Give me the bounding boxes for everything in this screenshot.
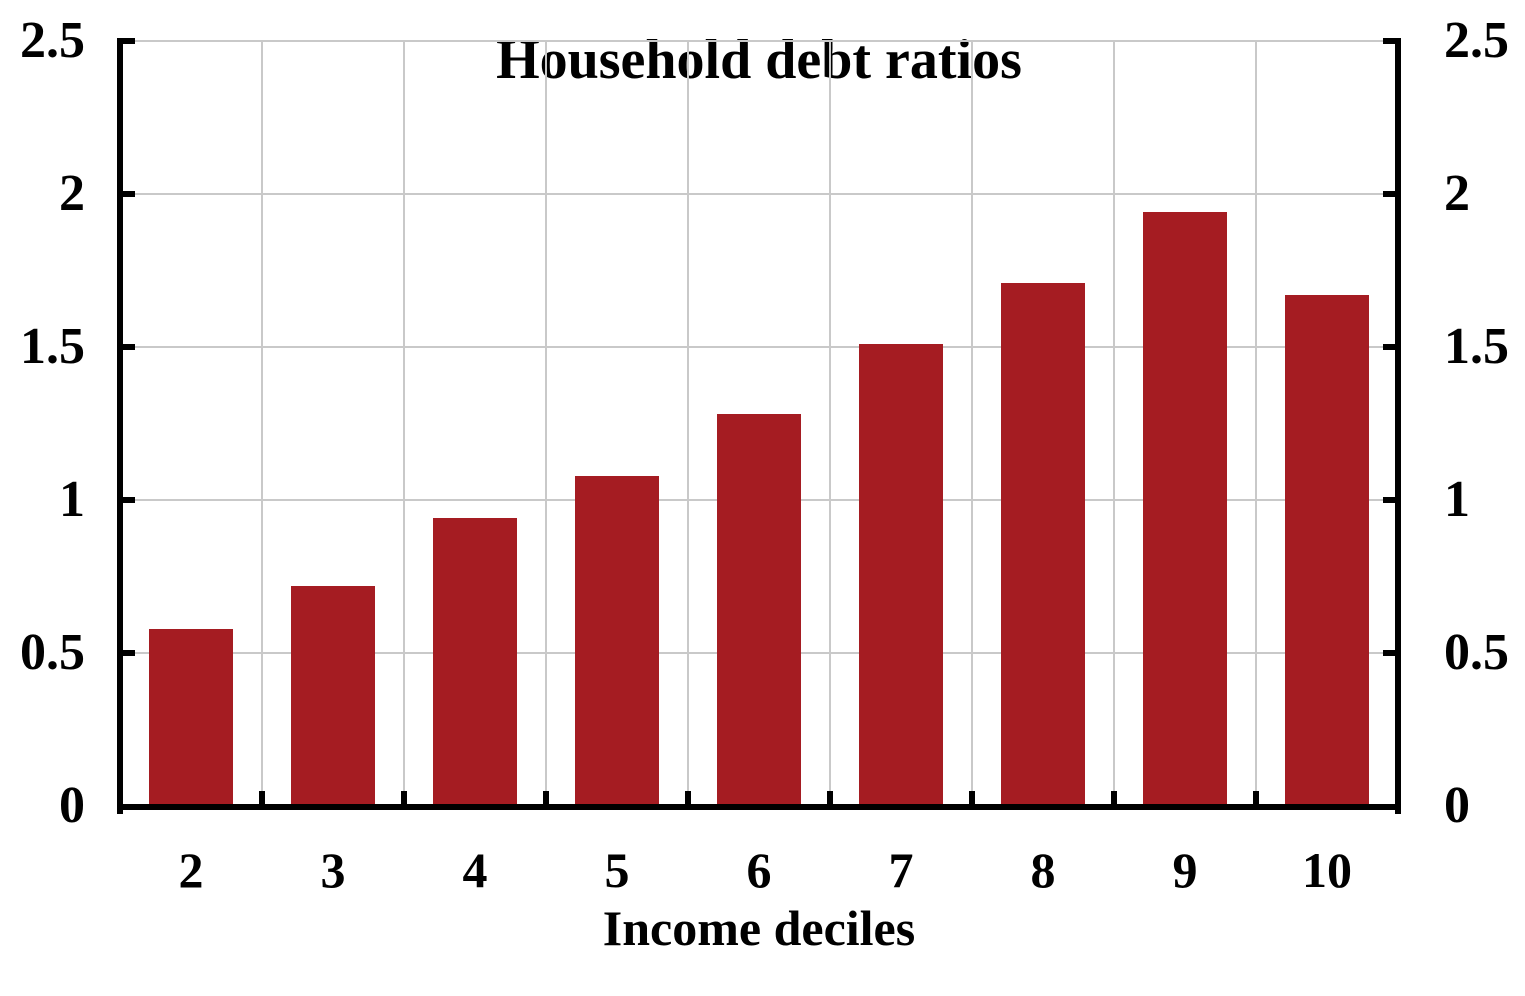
y-tick-label-right: 1.5 [1444, 318, 1509, 375]
vertical-gridline [261, 41, 263, 806]
y-tick-label-right: 0.5 [1444, 624, 1509, 681]
horizontal-gridline [120, 40, 1398, 42]
y-tick-label-left: 2 [59, 165, 85, 222]
vertical-gridline [971, 41, 973, 806]
bar-decile-8 [1001, 282, 1085, 806]
y-tick-label-left: 0 [59, 777, 85, 834]
y-tick-label-right: 1 [1444, 471, 1470, 528]
y-tick-left [120, 497, 135, 503]
x-tick [1253, 791, 1259, 806]
x-tick [969, 791, 975, 806]
x-tick [401, 791, 407, 806]
y-tick-right [1383, 497, 1398, 503]
vertical-gridline [829, 41, 831, 806]
x-tick [685, 791, 691, 806]
y-tick-left [120, 191, 135, 197]
bar-decile-7 [859, 343, 943, 806]
vertical-gridline [1255, 41, 1257, 806]
y-axis-line-right [1395, 38, 1401, 814]
plot-area [117, 38, 1401, 814]
x-tick [259, 791, 265, 806]
y-tick-right [1383, 38, 1398, 44]
y-tick-label-right: 2.5 [1444, 12, 1509, 69]
x-tick [543, 791, 549, 806]
x-tick-label: 10 [1302, 842, 1352, 898]
bar-decile-9 [1143, 212, 1227, 806]
y-tick-left [120, 650, 135, 656]
horizontal-gridline [120, 346, 1398, 348]
x-tick-label: 8 [1030, 842, 1056, 898]
bar-decile-10 [1285, 294, 1369, 806]
vertical-gridline [1113, 41, 1115, 806]
x-tick-label: 2 [178, 842, 204, 898]
y-tick-right [1383, 191, 1398, 197]
x-tick-label: 6 [746, 842, 772, 898]
y-tick-left [120, 344, 135, 350]
x-axis-title: Income deciles [602, 900, 916, 956]
x-tick-label: 3 [320, 842, 346, 898]
vertical-gridline [403, 41, 405, 806]
vertical-gridline [687, 41, 689, 806]
y-axis-line-left [117, 38, 123, 814]
y-tick-label-right: 0 [1444, 777, 1470, 834]
x-tick [1111, 791, 1117, 806]
bar-decile-3 [291, 585, 375, 806]
x-tick-label: 7 [888, 842, 914, 898]
y-tick-left [120, 38, 135, 44]
x-tick [827, 791, 833, 806]
x-axis-line [117, 804, 1401, 810]
x-tick-label: 4 [462, 842, 488, 898]
x-tick-label: 5 [604, 842, 630, 898]
bar-decile-2 [149, 628, 233, 806]
y-tick-label-right: 2 [1444, 165, 1470, 222]
y-tick-right [1383, 650, 1398, 656]
bar-decile-5 [575, 475, 659, 806]
vertical-gridline [545, 41, 547, 806]
bar-decile-4 [433, 518, 517, 806]
y-tick-label-left: 1 [59, 471, 85, 528]
bar-decile-6 [717, 414, 801, 806]
horizontal-gridline [120, 193, 1398, 195]
y-tick-label-left: 2.5 [20, 12, 85, 69]
y-tick-right [1383, 344, 1398, 350]
x-tick-label: 9 [1172, 842, 1198, 898]
y-tick-label-left: 1.5 [20, 318, 85, 375]
y-tick-label-left: 0.5 [20, 624, 85, 681]
